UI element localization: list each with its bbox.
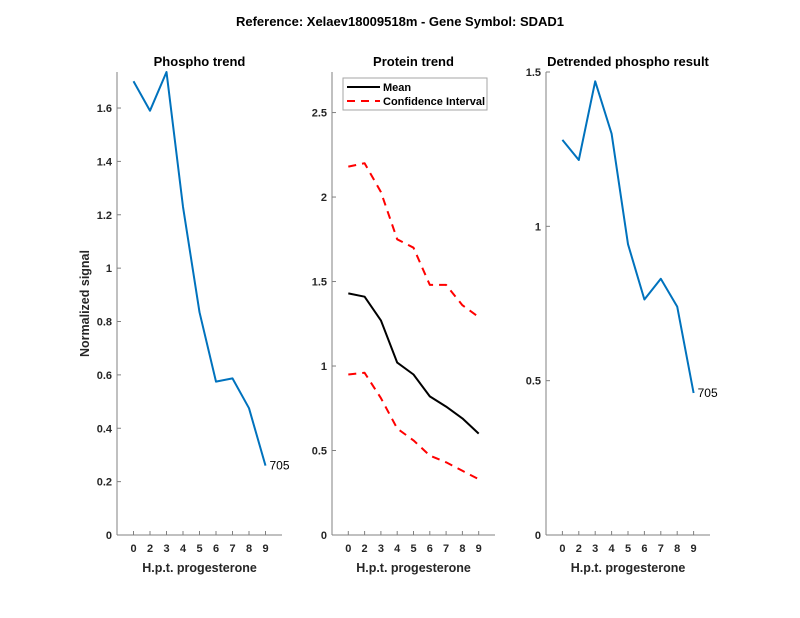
x-tick-label: 6 bbox=[641, 543, 647, 555]
x-tick-label: 4 bbox=[394, 543, 401, 555]
x-tick-label: 0 bbox=[559, 543, 565, 555]
x-tick-label: 2 bbox=[147, 543, 153, 555]
y-tick-label: 1.6 bbox=[97, 103, 112, 115]
x-tick-label: 8 bbox=[459, 543, 465, 555]
x-tick-label: 0 bbox=[345, 543, 351, 555]
y-tick-label: 0.6 bbox=[97, 370, 112, 382]
y-axis-label: Normalized signal bbox=[78, 250, 92, 357]
x-tick-label: 0 bbox=[130, 543, 136, 555]
y-tick-label: 1 bbox=[106, 263, 112, 275]
y-tick-label: 0 bbox=[106, 530, 112, 542]
y-tick-label: 1.5 bbox=[526, 67, 541, 79]
series-line-confidence-interval bbox=[348, 162, 480, 318]
y-tick-label: 0.8 bbox=[97, 317, 112, 329]
legend-ci-label: Confidence Interval bbox=[383, 96, 485, 108]
x-axis-label: H.p.t. progesterone bbox=[142, 561, 257, 575]
x-tick-label: 3 bbox=[378, 543, 384, 555]
series-line-detrended-phospho bbox=[561, 80, 695, 394]
panel-protein-trend: Protein trend H.p.t. progesterone Mean C… bbox=[312, 54, 495, 575]
x-tick-label: 9 bbox=[476, 543, 482, 555]
y-tick-label: 2 bbox=[321, 192, 327, 204]
series-end-annotation: 705 bbox=[270, 459, 290, 473]
y-tick-label: 1 bbox=[321, 361, 327, 373]
y-tick-label: 0.4 bbox=[97, 423, 113, 435]
y-tick-label: 0.2 bbox=[97, 477, 112, 489]
x-tick-label: 6 bbox=[427, 543, 433, 555]
x-tick-label: 7 bbox=[443, 543, 449, 555]
y-tick-label: 2.5 bbox=[312, 108, 327, 120]
legend-box bbox=[342, 77, 488, 111]
legend: Mean Confidence Interval bbox=[342, 77, 488, 111]
y-tick-label: 1.4 bbox=[97, 156, 113, 168]
series-line-confidence-interval bbox=[348, 371, 480, 481]
panel-title: Phospho trend bbox=[154, 54, 246, 69]
x-tick-label: 3 bbox=[592, 543, 598, 555]
x-tick-label: 8 bbox=[246, 543, 252, 555]
x-tick-label: 2 bbox=[362, 543, 368, 555]
x-tick-label: 4 bbox=[180, 543, 187, 555]
x-tick-label: 2 bbox=[576, 543, 582, 555]
series-line-mean bbox=[348, 292, 480, 435]
panel-detrended-phospho-result: Detrended phospho result H.p.t. progeste… bbox=[526, 54, 718, 575]
y-tick-label: 0.5 bbox=[526, 376, 541, 388]
x-tick-label: 4 bbox=[609, 543, 616, 555]
legend-mean-label: Mean bbox=[383, 82, 411, 94]
y-tick-label: 0 bbox=[535, 530, 541, 542]
x-axis-label: H.p.t. progesterone bbox=[571, 561, 686, 575]
x-tick-label: 6 bbox=[213, 543, 219, 555]
y-tick-label: 0.5 bbox=[312, 446, 327, 458]
y-tick-label: 0 bbox=[321, 530, 327, 542]
x-tick-label: 5 bbox=[625, 543, 631, 555]
x-tick-label: 9 bbox=[262, 543, 268, 555]
series-line-phospho bbox=[132, 71, 267, 466]
x-tick-label: 9 bbox=[691, 543, 697, 555]
figure-suptitle: Reference: Xelaev18009518m - Gene Symbol… bbox=[236, 14, 564, 29]
y-tick-label: 1.5 bbox=[312, 277, 327, 289]
y-tick-label: 1 bbox=[535, 221, 541, 233]
x-tick-label: 7 bbox=[658, 543, 664, 555]
panel-title: Protein trend bbox=[373, 54, 454, 69]
y-tick-label: 1.2 bbox=[97, 210, 112, 222]
x-tick-label: 5 bbox=[196, 543, 202, 555]
panel-phospho-trend: Phospho trend H.p.t. progesterone Normal… bbox=[78, 54, 290, 575]
x-tick-label: 5 bbox=[410, 543, 416, 555]
x-tick-label: 8 bbox=[674, 543, 680, 555]
series-end-annotation: 705 bbox=[698, 386, 718, 400]
panel-title: Detrended phospho result bbox=[547, 54, 709, 69]
x-tick-label: 3 bbox=[163, 543, 169, 555]
x-tick-label: 7 bbox=[229, 543, 235, 555]
x-axis-label: H.p.t. progesterone bbox=[356, 561, 471, 575]
